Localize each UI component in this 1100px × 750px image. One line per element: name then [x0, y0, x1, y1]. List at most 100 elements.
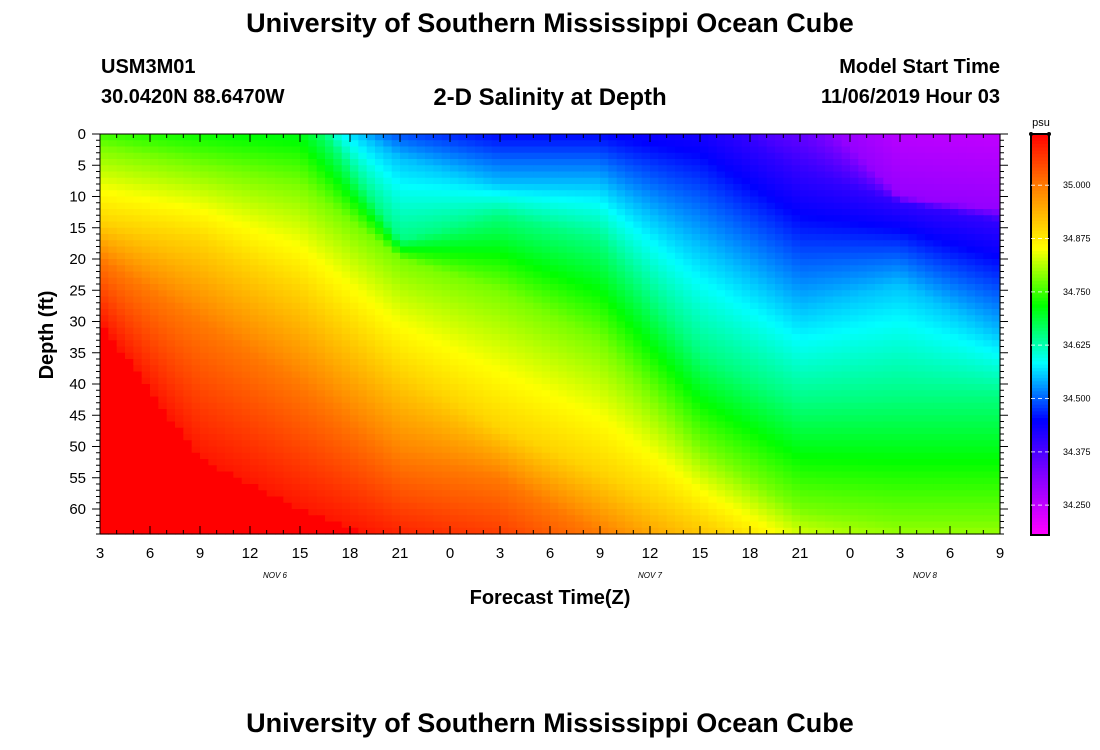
- heatmap-cell: [983, 384, 993, 391]
- heatmap-cell: [991, 334, 1001, 341]
- heatmap-cell: [908, 365, 918, 373]
- heatmap-cell: [758, 196, 768, 204]
- heatmap-cell: [216, 315, 226, 323]
- heatmap-cell: [550, 290, 559, 298]
- heatmap-cell: [525, 252, 534, 260]
- heatmap-cell: [166, 409, 176, 416]
- heatmap-cell: [808, 240, 818, 248]
- heatmap-cell: [291, 234, 301, 241]
- heatmap-cell: [308, 146, 318, 154]
- heatmap-cell: [641, 171, 651, 179]
- heatmap-cell: [908, 359, 918, 366]
- heatmap-cell: [925, 265, 934, 273]
- heatmap-cell: [366, 409, 376, 416]
- heatmap-cell: [216, 284, 226, 291]
- heatmap-cell: [683, 396, 693, 404]
- heatmap-cell: [783, 190, 793, 198]
- heatmap-cell: [966, 302, 976, 310]
- heatmap-cell: [450, 396, 459, 404]
- heatmap-cell: [900, 252, 909, 260]
- heatmap-cell: [216, 309, 226, 316]
- heatmap-cell: [125, 134, 134, 141]
- heatmap-cell: [175, 152, 184, 160]
- heatmap-cell: [975, 159, 984, 166]
- heatmap-cell: [266, 384, 276, 391]
- heatmap-cell: [566, 415, 576, 423]
- heatmap-cell: [800, 271, 809, 279]
- heatmap-cell: [383, 371, 393, 379]
- heatmap-cell: [116, 421, 126, 429]
- heatmap-cell: [825, 315, 834, 323]
- heatmap-cell: [733, 340, 743, 348]
- heatmap-cell: [583, 221, 593, 229]
- heatmap-cell: [716, 315, 726, 323]
- heatmap-cell: [533, 271, 543, 279]
- heatmap-cell: [425, 365, 434, 373]
- heatmap-cell: [900, 284, 909, 291]
- heatmap-cell: [341, 290, 351, 298]
- heatmap-cell: [775, 134, 784, 141]
- heatmap-cell: [908, 196, 918, 204]
- heatmap-cell: [950, 140, 959, 148]
- heatmap-cell: [291, 190, 301, 198]
- heatmap-cell: [250, 409, 259, 416]
- heatmap-cell: [675, 252, 684, 260]
- heatmap-cell: [608, 415, 618, 423]
- heatmap-cell: [616, 190, 626, 198]
- heatmap-cell: [941, 240, 951, 248]
- heatmap-cell: [525, 140, 534, 148]
- heatmap-cell: [200, 377, 209, 385]
- heatmap-cell: [508, 221, 518, 229]
- heatmap-cell: [775, 184, 784, 191]
- heatmap-cell: [358, 221, 368, 229]
- heatmap-cell: [275, 252, 284, 260]
- heatmap-cell: [758, 271, 768, 279]
- heatmap-cell: [250, 365, 259, 373]
- heatmap-cell: [875, 415, 884, 423]
- heatmap-cell: [633, 402, 643, 410]
- heatmap-cell: [825, 259, 834, 266]
- heatmap-cell: [675, 365, 684, 373]
- heatmap-cell: [608, 390, 618, 398]
- heatmap-cell: [166, 259, 176, 266]
- heatmap-cell: [666, 359, 676, 366]
- heatmap-cell: [625, 377, 634, 385]
- heatmap-cell: [925, 309, 934, 316]
- heatmap-cell: [633, 159, 643, 166]
- heatmap-cell: [500, 140, 509, 148]
- heatmap-cell: [975, 271, 984, 279]
- heatmap-cell: [983, 234, 993, 241]
- heatmap-cell: [241, 365, 251, 373]
- heatmap-cell: [425, 415, 434, 423]
- heatmap-cell: [183, 346, 193, 354]
- heatmap-cell: [200, 315, 209, 323]
- heatmap-cell: [716, 359, 726, 366]
- heatmap-cell: [900, 377, 909, 385]
- heatmap-cell: [958, 327, 968, 335]
- heatmap-cell: [166, 377, 176, 385]
- heatmap-cell: [158, 159, 168, 166]
- heatmap-cell: [991, 309, 1001, 316]
- heatmap-cell: [775, 396, 784, 404]
- heatmap-cell: [791, 196, 801, 204]
- heatmap-cell: [458, 359, 468, 366]
- heatmap-cell: [383, 159, 393, 166]
- heatmap-cell: [766, 284, 776, 291]
- heatmap-cell: [450, 327, 459, 335]
- heatmap-cell: [233, 196, 243, 204]
- heatmap-cell: [608, 315, 618, 323]
- heatmap-cell: [233, 202, 243, 210]
- heatmap-cell: [483, 165, 493, 173]
- heatmap-cell: [733, 246, 743, 254]
- heatmap-cell: [375, 409, 384, 416]
- heatmap-cell: [508, 309, 518, 316]
- heatmap-cell: [891, 346, 901, 354]
- heatmap-cell: [833, 134, 843, 141]
- heatmap-cell: [375, 252, 384, 260]
- heatmap-cell: [216, 371, 226, 379]
- heatmap-cell: [250, 159, 259, 166]
- heatmap-cell: [425, 259, 434, 266]
- heatmap-cell: [625, 252, 634, 260]
- heatmap-cell: [183, 302, 193, 310]
- heatmap-cell: [941, 146, 951, 154]
